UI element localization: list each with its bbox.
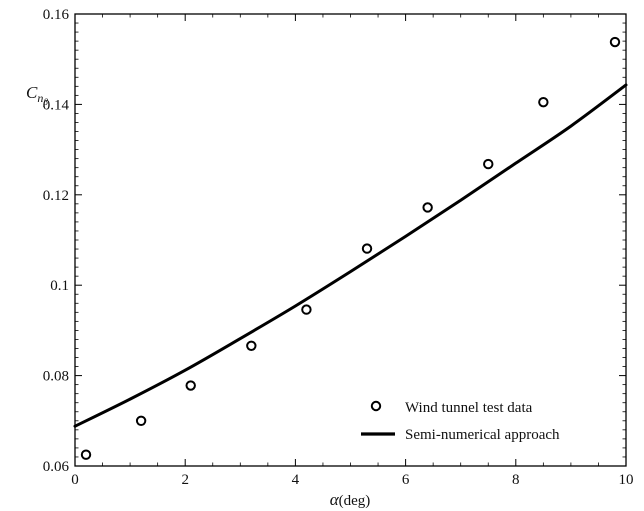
y-axis-label: Cnβ [26,83,48,107]
wind-tunnel-point-6 [422,202,433,213]
legend-marker-wind-tunnel [370,400,382,412]
x-tick-label-4: 8 [512,472,520,488]
x-tick-label-1: 2 [181,472,189,488]
semi-numerical-series [73,83,628,428]
y-axis-subsub: β [42,97,48,107]
wind-tunnel-point-2 [185,380,196,391]
axis-tick-labels: 0 2 4 6 8 10 0.06 0.08 0.1 0.12 0.14 0.16 [43,7,634,488]
y-tick-label-1: 0.08 [43,369,69,385]
x-tick-label-5: 10 [619,472,634,488]
x-axis-symbol: α [330,490,340,509]
y-axis-main: C [26,83,38,102]
plot-frame [74,13,627,467]
y-tick-label-2: 0.1 [50,278,69,294]
x-tick-label-0: 0 [71,472,79,488]
y-tick-label-3: 0.12 [43,188,69,204]
axis-ticks [74,13,627,467]
x-axis-unit: (deg) [339,493,371,509]
x-tick-label-3: 6 [402,472,410,488]
x-tick-label-2: 4 [292,472,300,488]
wind-tunnel-point-1 [135,415,147,426]
y-tick-label-0: 0.06 [43,459,70,475]
wind-tunnel-point-7 [483,158,494,170]
wind-tunnel-series [80,36,621,460]
y-tick-label-5: 0.16 [43,7,70,23]
wind-tunnel-point-5 [361,243,373,254]
y-tick-label-4: 0.14 [43,97,70,113]
wind-tunnel-point-3 [246,340,257,351]
wind-tunnel-point-8 [538,96,549,108]
semi-numerical-line [73,83,628,428]
legend: Wind tunnel test data Semi-numerical app… [361,400,560,443]
legend-label-semi-numerical: Semi-numerical approach [405,427,560,443]
legend-label-wind-tunnel: Wind tunnel test data [405,400,533,416]
wind-tunnel-point-9 [609,36,621,48]
wind-tunnel-point-4 [301,304,312,315]
x-axis-label: α(deg) [330,490,371,509]
y-axis-sub: n [37,91,43,105]
wind-tunnel-point-0 [80,449,92,460]
